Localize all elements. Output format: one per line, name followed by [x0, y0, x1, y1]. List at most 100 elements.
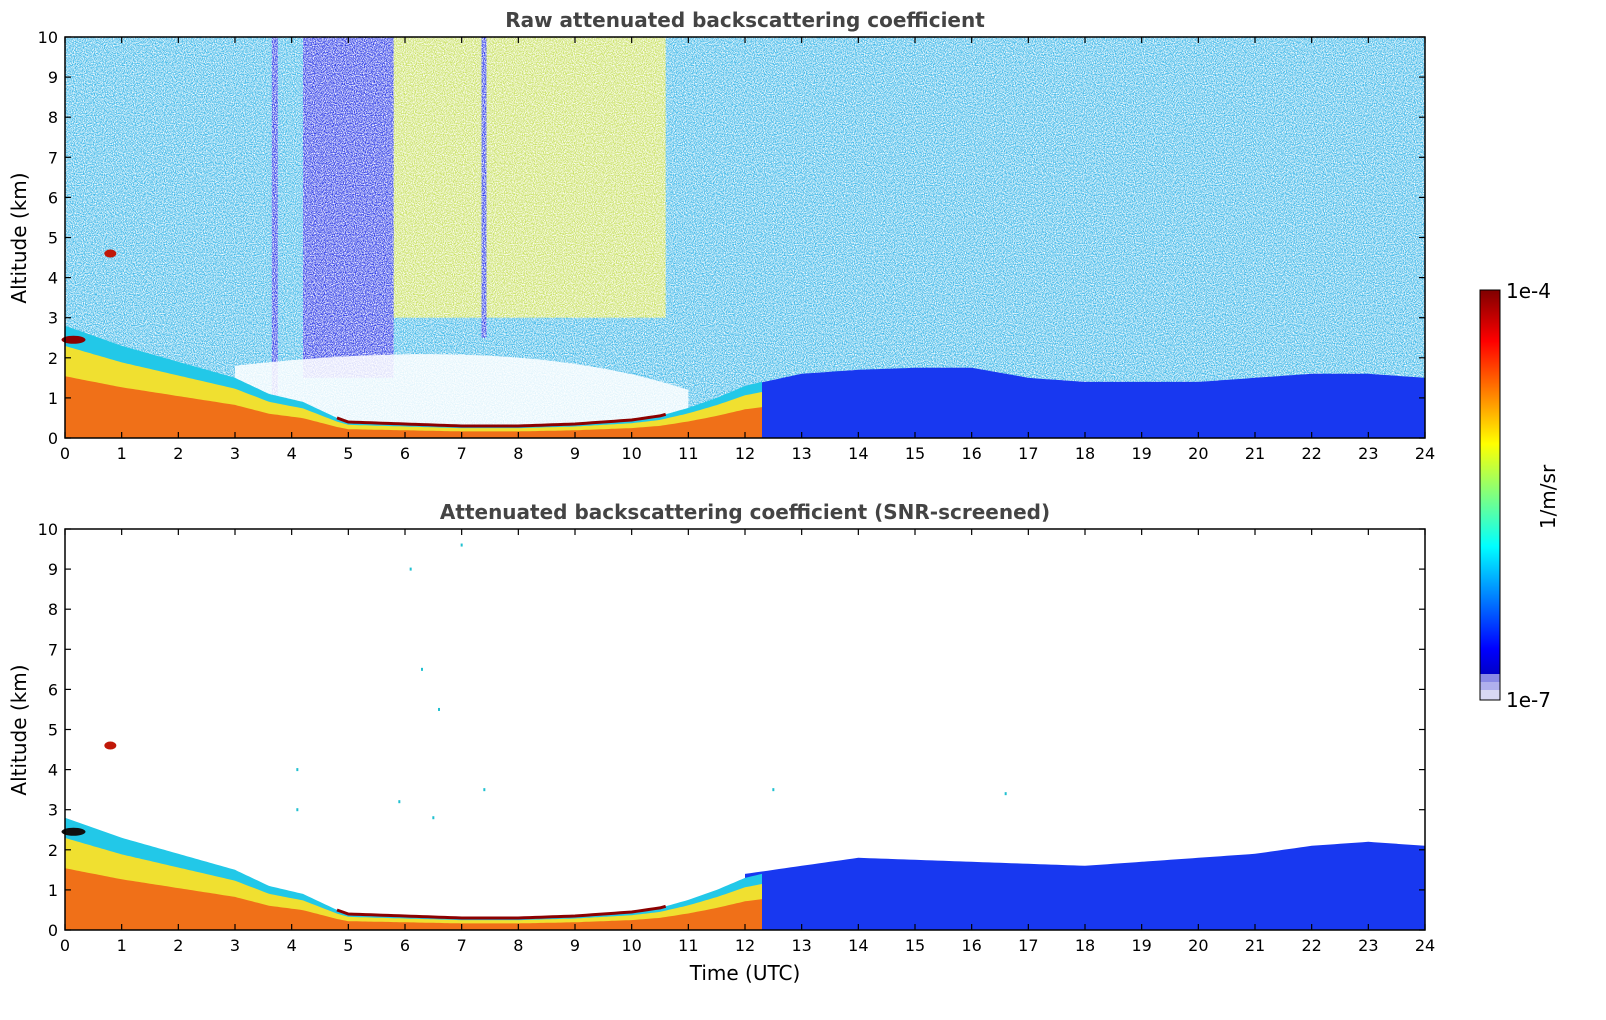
- x-tick-label: 21: [1245, 936, 1265, 955]
- x-tick-label: 1: [117, 936, 127, 955]
- noise-low-band: [303, 37, 394, 378]
- y-tick-label: 9: [48, 560, 58, 579]
- x-tick-label: 1: [117, 444, 127, 463]
- y-tick-label: 0: [48, 921, 58, 940]
- x-tick-label: 12: [735, 444, 755, 463]
- x-tick-label: 18: [1075, 936, 1095, 955]
- screened-clear-air-layer: [745, 841, 1425, 930]
- bottom-y-axis: 0 1 2 3 4 5 6 7 8 9 10: [38, 520, 1425, 940]
- colorbar-max-label: 1e-4: [1506, 279, 1551, 303]
- x-tick-label: 3: [230, 936, 240, 955]
- y-tick-label: 6: [48, 680, 58, 699]
- x-tick-label: 7: [457, 936, 467, 955]
- x-tick-label: 19: [1131, 936, 1151, 955]
- y-tick-label: 10: [38, 520, 58, 539]
- x-tick-label: 10: [621, 936, 641, 955]
- x-tick-label: 14: [848, 444, 868, 463]
- x-tick-label: 23: [1358, 936, 1378, 955]
- x-tick-label: 16: [961, 444, 981, 463]
- x-tick-label: 9: [570, 936, 580, 955]
- screened-isolated-point: [421, 667, 423, 671]
- y-tick-label: 3: [48, 309, 58, 328]
- x-tick-label: 18: [1075, 444, 1095, 463]
- noise-low-strip: [271, 37, 278, 398]
- y-tick-label: 7: [48, 640, 58, 659]
- y-tick-label: 2: [48, 349, 58, 368]
- y-tick-label: 0: [48, 429, 58, 448]
- x-tick-label: 3: [230, 444, 240, 463]
- y-tick-label: 7: [48, 148, 58, 167]
- x-tick-label: 8: [513, 936, 523, 955]
- screened-isolated-point: [460, 543, 463, 547]
- x-tick-label: 8: [513, 444, 523, 463]
- top-y-axis-label: Altitude (km): [7, 172, 31, 303]
- screened-isolated-point: [398, 800, 401, 804]
- x-tick-label: 10: [621, 444, 641, 463]
- colorbar-gradient: [1480, 290, 1500, 700]
- colorbar-low-band: [1480, 682, 1500, 690]
- screened-isolated-point: [409, 567, 412, 571]
- x-tick-label: 24: [1415, 936, 1435, 955]
- x-tick-label: 14: [848, 936, 868, 955]
- x-tick-label: 21: [1245, 444, 1265, 463]
- x-tick-label: 9: [570, 444, 580, 463]
- x-tick-label: 12: [735, 936, 755, 955]
- bottom-x-axis: 0 1 2 3 4 5 6 7 8 9 10 11 12 13 14 15 16 17 18 19 20 21 22 23 24: [60, 529, 1435, 955]
- x-tick-label: 6: [400, 444, 410, 463]
- noise-low-strip: [481, 37, 487, 338]
- screened-backscatter-panel: Attenuated backscattering coefficient (S…: [7, 500, 1435, 985]
- x-tick-label: 17: [1018, 444, 1038, 463]
- screened-isolated-point: [438, 707, 440, 711]
- colorbar-low-band: [1480, 690, 1500, 700]
- x-axis-label: Time (UTC): [689, 961, 801, 985]
- top-y-axis: 0 1 2 3 4 5 6 7 8 9 10: [38, 28, 1425, 448]
- x-tick-label: 22: [1301, 444, 1321, 463]
- top-x-axis: 0 1 2 3 4 5 6 7 8 9 10 11 12 13 14 15 16 17 18 19 20 21 22 23 24: [60, 37, 1435, 463]
- x-tick-label: 13: [791, 444, 811, 463]
- raw-backscatter-panel: Raw attenuated backscattering coefficien…: [7, 8, 1435, 463]
- x-tick-label: 20: [1188, 936, 1208, 955]
- x-tick-label: 15: [905, 444, 925, 463]
- y-tick-label: 4: [48, 761, 58, 780]
- y-tick-label: 10: [38, 28, 58, 47]
- x-tick-label: 0: [60, 444, 70, 463]
- colorbar-low-band: [1480, 674, 1500, 682]
- boundary-layer-core: [65, 376, 762, 438]
- x-tick-label: 20: [1188, 444, 1208, 463]
- screened-aerosol-layer: [61, 827, 86, 836]
- x-tick-label: 17: [1018, 936, 1038, 955]
- y-tick-label: 6: [48, 188, 58, 207]
- x-tick-label: 22: [1301, 936, 1321, 955]
- screened-isolated-point: [296, 808, 299, 812]
- x-tick-label: 16: [961, 936, 981, 955]
- x-tick-label: 7: [457, 444, 467, 463]
- x-tick-label: 2: [173, 444, 183, 463]
- bottom-panel-title: Attenuated backscattering coefficient (S…: [440, 500, 1050, 524]
- y-tick-label: 1: [48, 389, 58, 408]
- screened-isolated-point: [483, 788, 486, 792]
- y-tick-label: 5: [48, 229, 58, 248]
- y-tick-label: 8: [48, 600, 58, 619]
- screened-heatmap-area: [61, 529, 1425, 930]
- x-tick-label: 19: [1131, 444, 1151, 463]
- boundary-layer-top-line: [336, 904, 667, 920]
- x-tick-label: 24: [1415, 444, 1435, 463]
- x-tick-label: 11: [678, 444, 698, 463]
- x-tick-label: 11: [678, 936, 698, 955]
- x-tick-label: 13: [791, 936, 811, 955]
- colorbar-unit-label: 1/m/sr: [1536, 464, 1560, 529]
- screened-isolated-point: [772, 788, 775, 792]
- boundary-layer-top-line: [336, 412, 667, 428]
- y-tick-label: 1: [48, 881, 58, 900]
- y-tick-label: 4: [48, 269, 58, 288]
- top-panel-title: Raw attenuated backscattering coefficien…: [505, 8, 985, 32]
- y-tick-label: 9: [48, 68, 58, 87]
- x-tick-label: 0: [60, 936, 70, 955]
- x-tick-label: 6: [400, 936, 410, 955]
- y-tick-label: 8: [48, 108, 58, 127]
- raw-heatmap-area: [61, 37, 1425, 438]
- x-tick-label: 4: [287, 936, 297, 955]
- x-tick-label: 2: [173, 936, 183, 955]
- y-tick-label: 3: [48, 801, 58, 820]
